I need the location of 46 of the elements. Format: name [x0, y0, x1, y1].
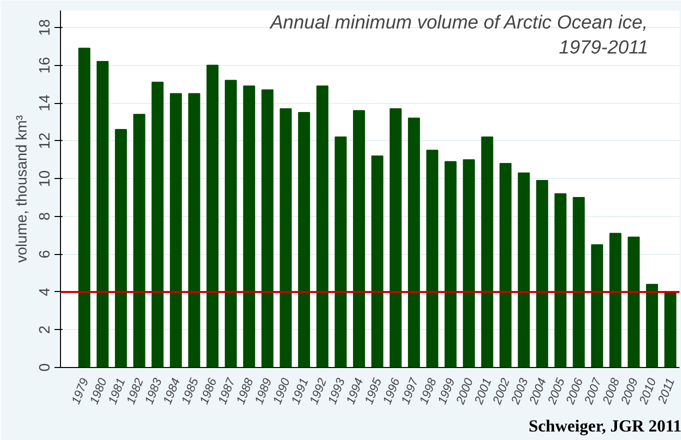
y-tick-label: 4	[36, 288, 54, 296]
bar	[426, 150, 438, 368]
bar	[646, 284, 658, 368]
y-tick-label: 0	[36, 363, 54, 372]
bar	[536, 180, 548, 368]
bar	[591, 244, 604, 368]
bar	[152, 82, 164, 368]
bar	[554, 193, 566, 368]
bar	[628, 236, 640, 368]
bar	[371, 155, 384, 368]
y-tick-label: 8	[36, 212, 54, 221]
y-axis-title: volume, thousand km³	[14, 115, 30, 263]
bar	[170, 93, 182, 368]
bar	[390, 108, 402, 368]
bar	[664, 291, 676, 368]
bar	[243, 86, 256, 368]
y-tick-label: 16	[36, 56, 54, 74]
y-tick-label: 12	[36, 132, 54, 150]
bar	[353, 110, 366, 368]
bar	[500, 163, 512, 368]
text: Annual minimum volume of Arctic Ocean ice, 1979-2011	[269, 12, 648, 59]
bar	[462, 159, 475, 368]
y-tick-label: 6	[36, 250, 54, 258]
bar	[444, 161, 457, 368]
text: Schweiger, JGR 2011	[528, 416, 681, 436]
bar	[224, 80, 237, 368]
bar	[334, 136, 347, 368]
bar	[518, 172, 530, 368]
bar	[261, 89, 274, 368]
bar	[133, 114, 146, 368]
bar	[572, 197, 585, 368]
y-tick-label: 10	[36, 170, 54, 187]
bar	[78, 48, 90, 368]
y-tick-label: 18	[36, 19, 54, 36]
bar	[316, 86, 328, 368]
bar	[298, 112, 310, 368]
bar	[206, 64, 218, 368]
bar	[609, 232, 622, 368]
bar	[408, 118, 420, 368]
bar	[188, 93, 200, 368]
y-tick-label: 14	[36, 94, 54, 112]
bar	[114, 129, 127, 368]
bar	[96, 61, 109, 368]
y-tick-label: 2	[36, 326, 54, 334]
bar	[481, 136, 494, 368]
bar	[280, 108, 292, 368]
